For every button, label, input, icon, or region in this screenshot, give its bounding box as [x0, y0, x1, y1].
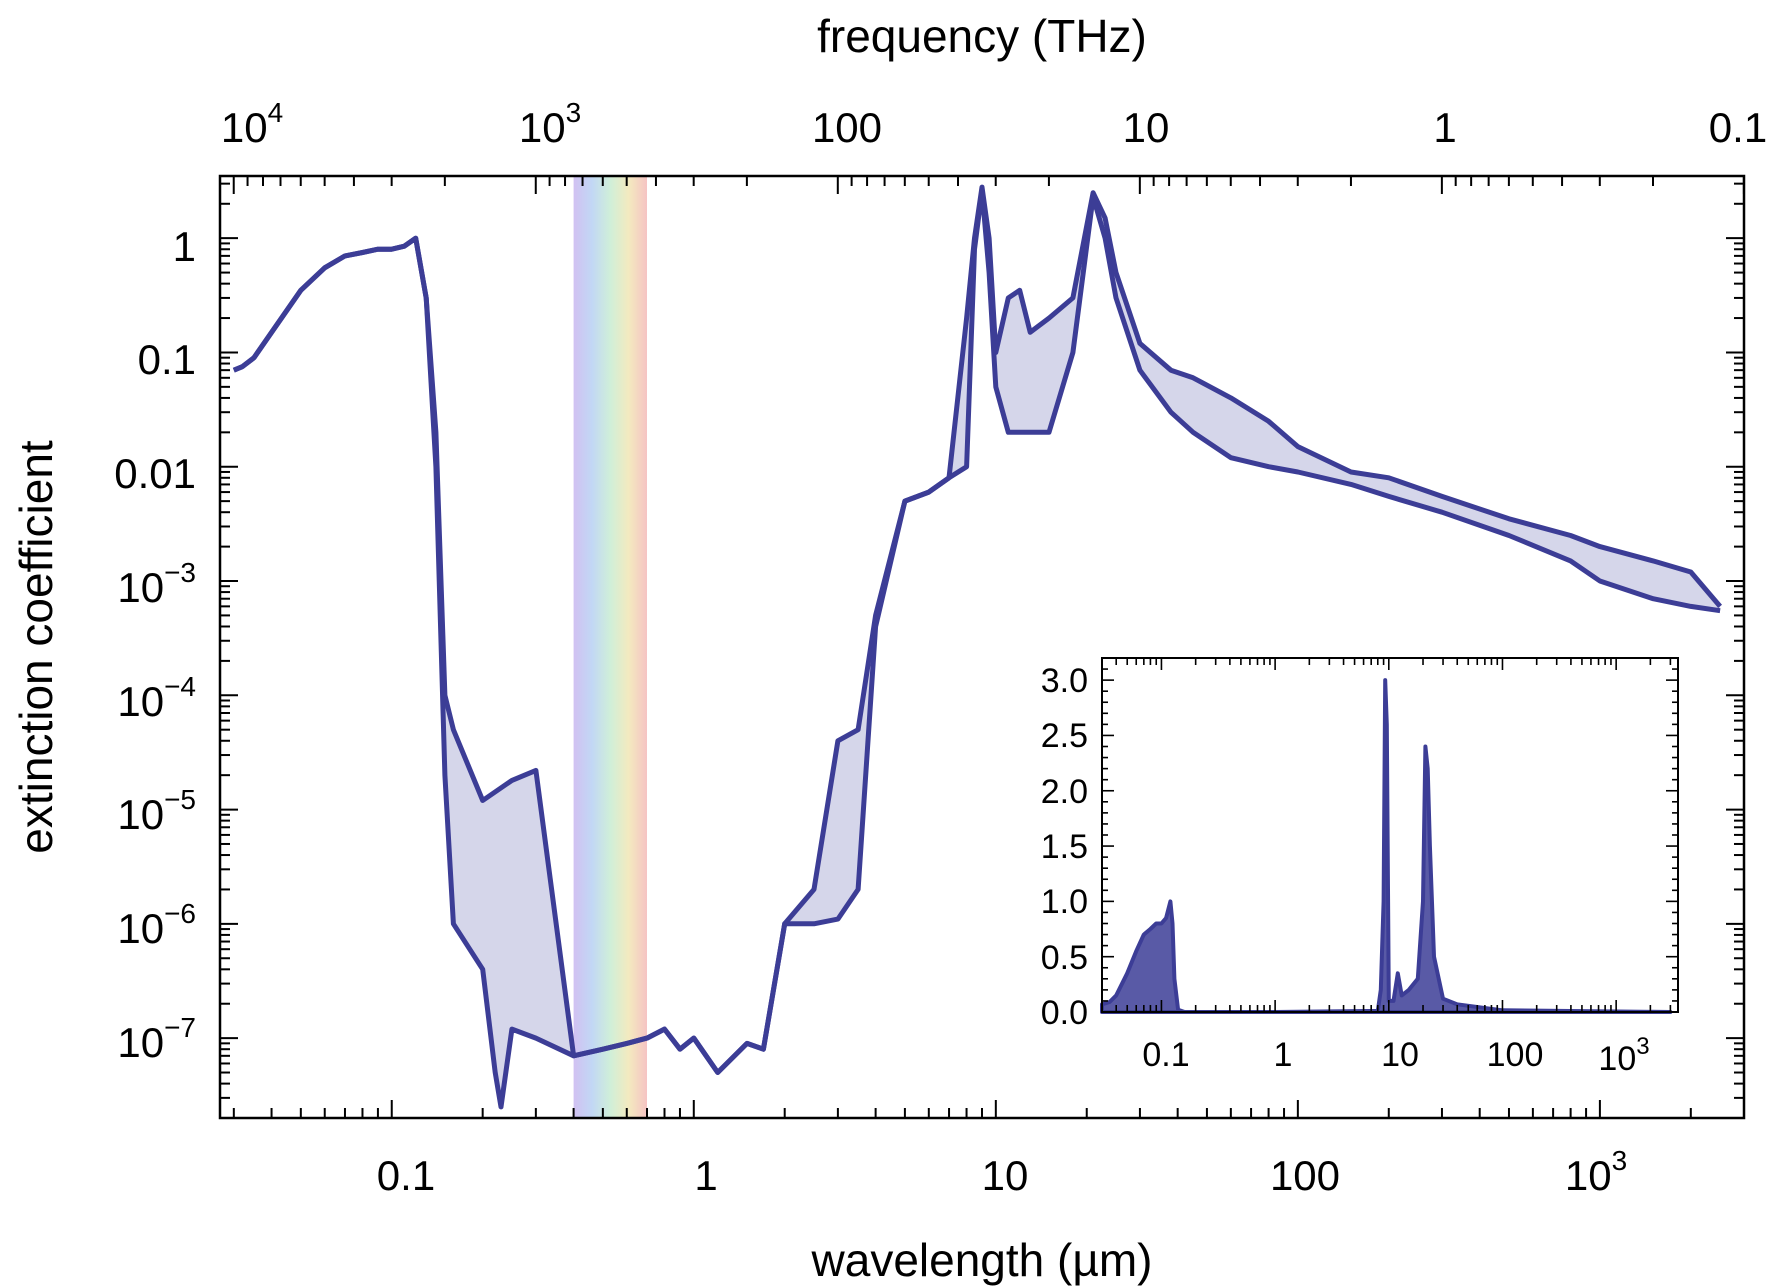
y-tick-1e-6: 10−6 [117, 898, 196, 952]
x-tick-0.1: 0.1 [377, 1152, 435, 1199]
y-tick-1e-5: 10−5 [117, 784, 196, 838]
x-tick-1000: 103 [1565, 1145, 1627, 1199]
y-tick-0.01: 0.01 [114, 450, 196, 497]
main-plot [232, 184, 1723, 1110]
y-tick-1e-7: 10−7 [117, 1012, 196, 1066]
x2-tick-1: 1 [1433, 104, 1456, 151]
inset-plot: 0.0 0.5 1.0 1.5 2.0 2.5 3.0 0.1 1 10 100… [1041, 657, 1679, 1078]
inset-y-tick-labels: 0.0 0.5 1.0 1.5 2.0 2.5 3.0 [1041, 662, 1088, 1032]
y-tick-labels: 1 0.1 0.01 10−3 10−4 10−5 10−6 10−7 [114, 223, 196, 1066]
inset-x-tick-10: 10 [1381, 1036, 1419, 1074]
inset-x-tick-1000: 103 [1598, 1033, 1649, 1078]
x-axis-title: wavelength (µm) [811, 1234, 1153, 1286]
x-tick-labels: 0.1 1 10 100 103 [377, 1145, 1627, 1199]
inset-y-tick-3.0: 3.0 [1041, 662, 1088, 700]
x-tick-1: 1 [694, 1152, 717, 1199]
x2-tick-10000: 104 [221, 97, 283, 151]
inset-x-tick-1: 1 [1274, 1036, 1293, 1074]
inset-y-tick-2.0: 2.0 [1041, 773, 1088, 811]
x2-tick-10: 10 [1123, 104, 1170, 151]
y-tick-0.1: 0.1 [138, 336, 196, 383]
x2-tick-100: 100 [812, 104, 882, 151]
y-tick-1: 1 [173, 223, 196, 270]
inset-y-tick-2.5: 2.5 [1041, 717, 1088, 755]
inset-y-tick-0.5: 0.5 [1041, 939, 1088, 977]
x2-axis-title: frequency (THz) [817, 10, 1147, 62]
inset-tick-marks [1101, 657, 1678, 1013]
main-tick-marks [220, 176, 1745, 1119]
y-tick-1e-3: 10−3 [117, 557, 196, 611]
inset-extinction-curve [1100, 678, 1673, 1014]
inset-y-tick-1.5: 1.5 [1041, 828, 1088, 866]
inset-x-tick-0.1: 0.1 [1142, 1036, 1189, 1074]
x-tick-100: 100 [1270, 1152, 1340, 1199]
inset-y-tick-1.0: 1.0 [1041, 883, 1088, 921]
inset-x-tick-labels: 0.1 1 10 100 103 [1142, 1033, 1649, 1078]
y-tick-1e-4: 10−4 [117, 671, 196, 725]
x2-tick-labels: 104 103 100 10 1 0.1 [221, 97, 1767, 151]
extinction-lower-curve [232, 188, 1721, 1110]
x2-tick-0.1: 0.1 [1709, 104, 1767, 151]
inset-x-tick-100: 100 [1487, 1036, 1544, 1074]
inset-y-tick-0.0: 0.0 [1041, 994, 1088, 1032]
visible-spectrum-band [573, 176, 647, 1118]
x2-tick-1000: 103 [519, 97, 581, 151]
y-axis-title: extinction coefficient [10, 440, 62, 854]
x-tick-10: 10 [982, 1152, 1029, 1199]
